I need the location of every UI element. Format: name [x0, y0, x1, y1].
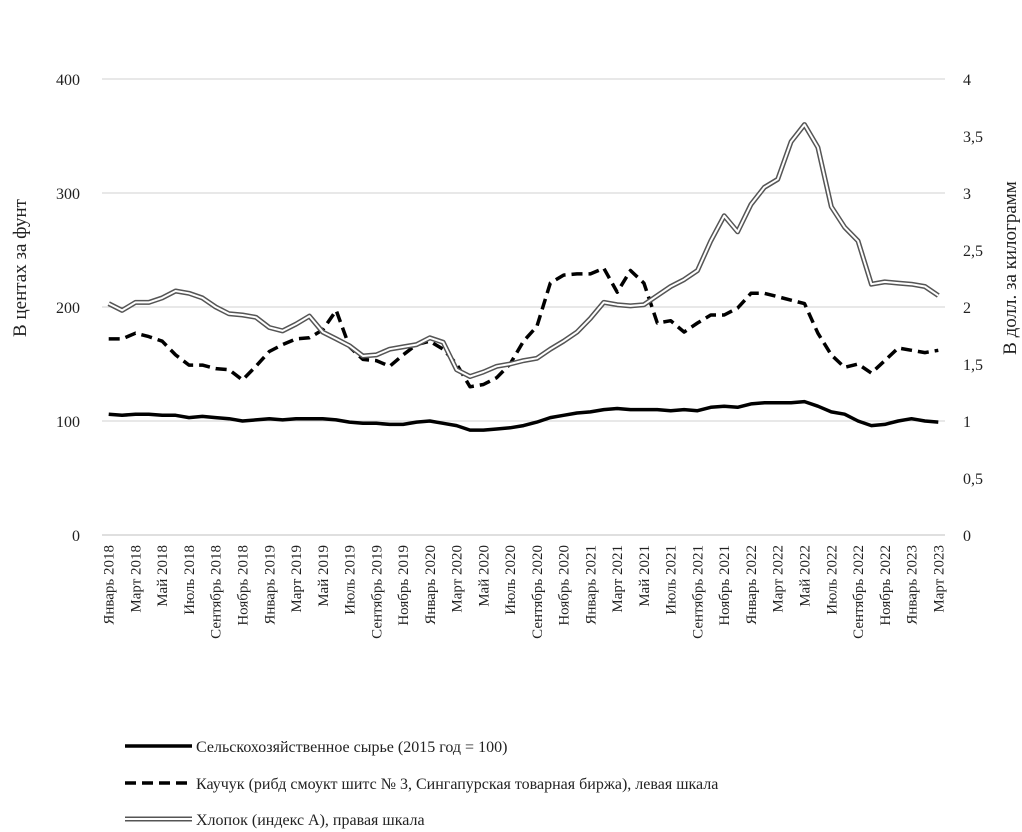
x-tick-label: Июль 2020 — [503, 545, 519, 615]
y2-tick-label: 1,5 — [963, 357, 983, 374]
x-tick-label: Ноябрь 2022 — [878, 545, 894, 626]
x-tick-label: Май 2021 — [637, 545, 653, 607]
x-tick-label: Январь 2022 — [744, 545, 760, 625]
x-tick-label: Январь 2021 — [583, 545, 599, 625]
x-tick-label: Март 2019 — [289, 545, 305, 613]
x-tick-label: Сентябрь 2022 — [851, 545, 867, 639]
gridlines — [102, 79, 945, 421]
y2-tick-label: 1 — [963, 414, 971, 431]
x-tick-label: Июль 2022 — [824, 545, 840, 615]
x-tick-label: Март 2023 — [931, 545, 947, 613]
x-tick-label: Июль 2018 — [182, 545, 198, 615]
y2-tick-label: 3,5 — [963, 129, 983, 146]
x-tick-label: Ноябрь 2018 — [236, 545, 252, 626]
y-tick-label: 300 — [56, 186, 80, 203]
x-tick-label: Ноябрь 2019 — [396, 545, 412, 626]
legend: Сельскохозяйственное сырье (2015 год = 1… — [125, 739, 718, 829]
x-tick-label: Сентябрь 2019 — [369, 545, 385, 639]
y-tick-label: 200 — [56, 300, 80, 317]
y2-tick-label: 4 — [963, 72, 971, 89]
x-tick-label: Сентябрь 2018 — [209, 545, 225, 639]
x-tick-label: Май 2020 — [476, 545, 492, 607]
series-line-cotton — [109, 125, 939, 377]
x-tick-label: Июль 2019 — [343, 545, 359, 615]
left-y-axis: 0 100 200 300 400 — [56, 72, 80, 545]
x-tick-label: Январь 2018 — [102, 545, 118, 625]
x-tick-label: Январь 2019 — [262, 545, 278, 625]
series-line-rubber — [109, 268, 939, 387]
y-tick-label: 100 — [56, 414, 80, 431]
x-tick-label: Март 2021 — [610, 545, 626, 613]
y2-tick-label: 3 — [963, 186, 971, 203]
x-tick-label: Ноябрь 2020 — [557, 545, 573, 626]
y2-tick-label: 2 — [963, 300, 971, 317]
series-line-agri — [109, 402, 939, 431]
legend-label: Сельскохозяйственное сырье (2015 год = 1… — [196, 739, 507, 756]
x-tick-label: Июль 2021 — [664, 545, 680, 615]
x-tick-label: Май 2018 — [155, 545, 171, 607]
series-line-cotton-inner — [109, 125, 939, 377]
y-tick-label: 400 — [56, 72, 80, 89]
y2-tick-label: 0 — [963, 528, 971, 545]
x-tick-label: Май 2019 — [316, 545, 332, 607]
x-tick-label: Сентябрь 2020 — [530, 545, 546, 639]
y2-tick-label: 0,5 — [963, 471, 983, 488]
x-tick-label: Март 2018 — [128, 545, 144, 613]
x-tick-label: Март 2022 — [771, 545, 787, 613]
y2-tick-label: 2,5 — [963, 243, 983, 260]
left-axis-title: В центах за фунт — [10, 198, 31, 337]
x-tick-label: Сентябрь 2021 — [690, 545, 706, 639]
series-lines — [109, 125, 939, 431]
y-tick-label: 0 — [72, 528, 80, 545]
right-axis-title: В долл. за килограмм — [1000, 181, 1021, 355]
x-tick-label: Ноябрь 2021 — [717, 545, 733, 626]
legend-label: Хлопок (индекс A), правая шкала — [196, 812, 425, 829]
x-tick-label: Март 2020 — [450, 545, 466, 613]
x-tick-label: Январь 2023 — [905, 545, 921, 625]
x-tick-label: Январь 2020 — [423, 545, 439, 625]
x-axis: Январь 2018 Март 2018 Май 2018 Июль 2018 Сен… — [102, 545, 948, 639]
legend-label: Каучук (рибд смоукт шитс № 3, Сингапурск… — [196, 776, 718, 793]
x-tick-label: Май 2022 — [798, 545, 814, 607]
right-y-axis: 0 0,5 1 1,5 2 2,5 3 3,5 4 — [963, 72, 983, 545]
